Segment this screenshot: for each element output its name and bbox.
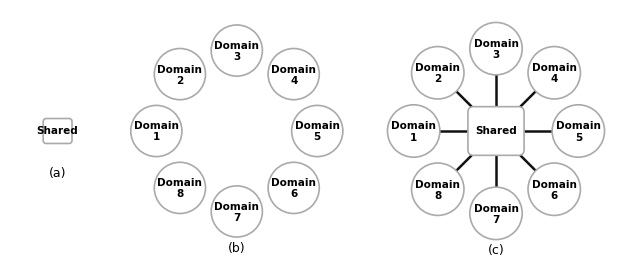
Circle shape bbox=[552, 105, 605, 157]
Circle shape bbox=[412, 163, 464, 215]
Text: 3: 3 bbox=[233, 52, 241, 62]
Text: 2: 2 bbox=[176, 75, 184, 85]
Text: Domain: Domain bbox=[532, 63, 577, 73]
Circle shape bbox=[528, 47, 580, 99]
Text: Domain: Domain bbox=[415, 63, 460, 73]
Circle shape bbox=[387, 105, 440, 157]
Text: Domain: Domain bbox=[214, 41, 259, 51]
Text: Domain: Domain bbox=[295, 121, 340, 131]
Text: Domain: Domain bbox=[474, 204, 518, 214]
Circle shape bbox=[154, 48, 205, 100]
Text: 7: 7 bbox=[492, 215, 500, 225]
Text: 3: 3 bbox=[492, 50, 500, 60]
Text: Domain: Domain bbox=[271, 64, 316, 74]
Text: Domain: Domain bbox=[532, 179, 577, 189]
Circle shape bbox=[470, 187, 522, 239]
Circle shape bbox=[154, 162, 205, 214]
Text: (b): (b) bbox=[228, 242, 246, 254]
Text: 5: 5 bbox=[575, 133, 582, 143]
Circle shape bbox=[211, 25, 262, 76]
Text: 4: 4 bbox=[550, 74, 558, 84]
Circle shape bbox=[211, 186, 262, 237]
Text: Domain: Domain bbox=[474, 39, 518, 49]
FancyBboxPatch shape bbox=[43, 118, 72, 144]
Text: Domain: Domain bbox=[157, 178, 202, 188]
Circle shape bbox=[412, 47, 464, 99]
Text: 8: 8 bbox=[434, 191, 442, 201]
Circle shape bbox=[470, 23, 522, 75]
Text: Domain: Domain bbox=[134, 121, 179, 131]
Text: Shared: Shared bbox=[475, 126, 517, 136]
Text: Domain: Domain bbox=[556, 121, 601, 131]
Text: 6: 6 bbox=[290, 189, 298, 199]
Text: 1: 1 bbox=[410, 133, 417, 143]
Text: (a): (a) bbox=[49, 167, 67, 180]
Text: Domain: Domain bbox=[415, 179, 460, 189]
Text: (c): (c) bbox=[488, 244, 504, 257]
Circle shape bbox=[528, 163, 580, 215]
Text: Domain: Domain bbox=[214, 202, 259, 212]
Text: 8: 8 bbox=[176, 189, 184, 199]
Circle shape bbox=[268, 162, 319, 214]
Text: Domain: Domain bbox=[271, 178, 316, 188]
FancyBboxPatch shape bbox=[468, 107, 524, 155]
Text: 1: 1 bbox=[153, 132, 160, 143]
Text: 2: 2 bbox=[434, 74, 442, 84]
Text: 4: 4 bbox=[290, 75, 298, 85]
Text: 5: 5 bbox=[314, 132, 321, 143]
Circle shape bbox=[131, 105, 182, 157]
Text: Domain: Domain bbox=[157, 64, 202, 74]
Circle shape bbox=[268, 48, 319, 100]
Text: Shared: Shared bbox=[36, 126, 79, 136]
Circle shape bbox=[292, 105, 343, 157]
Text: 6: 6 bbox=[550, 191, 558, 201]
Text: Domain: Domain bbox=[391, 121, 436, 131]
Text: 7: 7 bbox=[233, 213, 241, 223]
